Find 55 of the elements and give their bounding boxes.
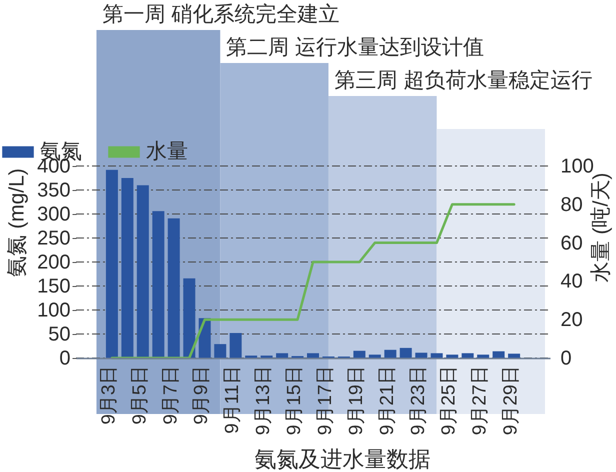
bar [136,185,149,358]
bar [230,333,242,358]
y2-tick-label: 80 [560,194,583,216]
y-tick-label: 0 [59,348,70,370]
x-tick-label: 9月13日 [253,366,274,436]
bar [214,344,226,358]
legend-label: 水量 [146,140,188,163]
bar [462,353,474,358]
x-tick-label: 9月15日 [284,366,306,436]
bar [152,211,164,358]
x-tick-label: 9月5日 [129,366,150,425]
bar [106,170,118,358]
y-tick-label: 50 [48,324,70,346]
bar [384,350,396,358]
x-tick-label: 9月25日 [438,366,460,436]
bar [446,354,458,358]
bar [121,178,134,358]
bar [492,351,505,358]
y-tick-label: 350 [37,180,70,202]
x-tick-label: 9月17日 [314,366,336,436]
text: 第一周 硝化系统完全建立 [102,3,340,26]
y-tick-label: 150 [37,276,70,298]
bar [400,348,412,358]
bar [276,353,288,358]
bar [353,350,366,358]
x-tick-label: 9月19日 [346,366,367,436]
x-tick-label: 9月11日 [222,366,244,434]
y-tick-label: 250 [37,228,70,250]
y-tick-label: 300 [37,204,70,226]
y-tick-label: 200 [37,252,70,274]
y2-tick-label: 40 [560,270,583,293]
bar [477,354,490,358]
bar [183,278,196,358]
x-tick-label: 9月29日 [500,366,522,436]
x-tick-label: 9月27日 [470,366,491,436]
y-tick-label: 100 [37,300,70,322]
line-series [110,203,516,360]
y2-tick-label: 20 [560,309,583,332]
bar [168,218,180,358]
x-tick-label: 9月9日 [191,366,212,425]
y2-tick-label: 0 [560,348,572,370]
bar [368,354,381,358]
x-tick-label: 9月23日 [408,366,429,436]
x-axis-title: 氨氮及进水量数据 [254,446,430,472]
y-axis-title: 氨氮 (mg/L) [6,168,28,277]
text: 第三周 超负荷水量稳定运行 [334,69,592,92]
bar [415,352,428,358]
text: 第二周 运行水量达到设计值 [226,36,484,59]
x-tick-label: 9月3日 [98,366,120,425]
bar [307,353,319,358]
bar [508,354,520,358]
x-tick-label: 9月7日 [160,366,182,425]
y2-tick-label: 60 [560,232,583,254]
x-tick-label: 9月21日 [376,366,398,436]
bar [430,353,443,358]
